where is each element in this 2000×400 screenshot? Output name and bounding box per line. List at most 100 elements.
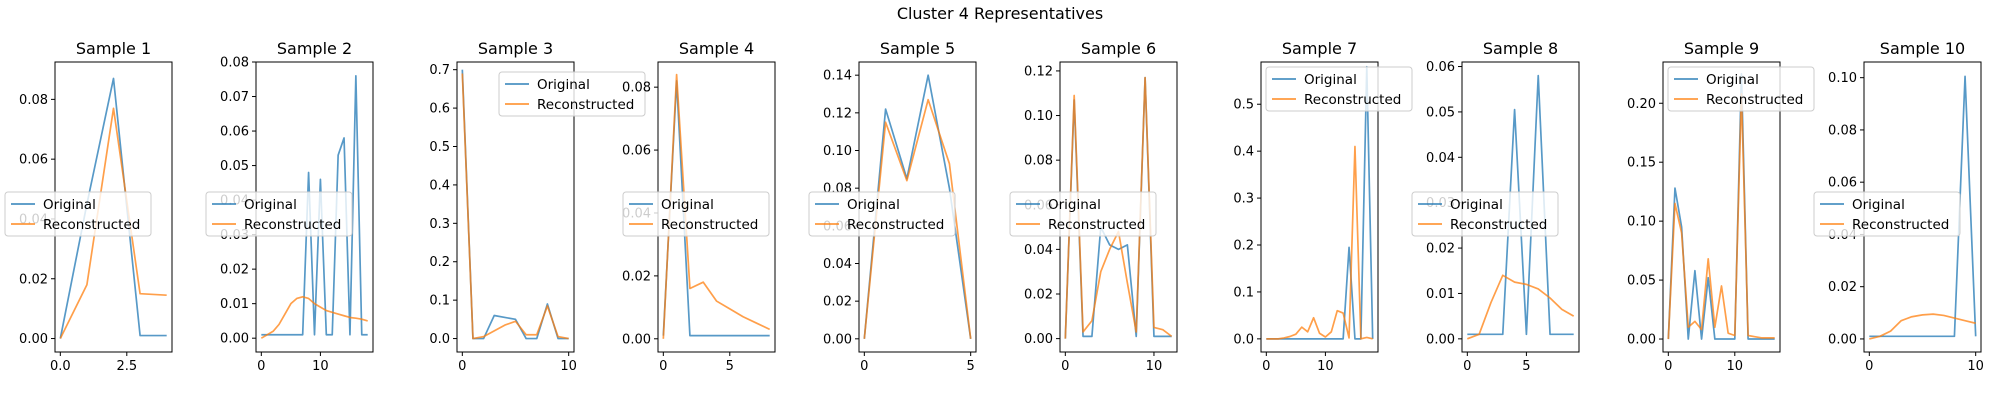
y-tick-label: 0.3: [429, 217, 450, 232]
y-tick-label: 0.1: [1233, 285, 1254, 300]
legend-label: Original: [1852, 197, 1905, 213]
y-tick-label: 0.1: [429, 294, 450, 309]
y-tick-label: 0.08: [1828, 123, 1857, 138]
y-tick-label: 0.0: [1233, 332, 1254, 347]
legend-box: [1667, 66, 1815, 112]
subplot-title: Sample 8: [1483, 39, 1558, 58]
y-tick-label: 0.06: [19, 153, 48, 168]
x-tick-label: 0: [257, 359, 265, 374]
legend: Original Reconstructed: [1265, 66, 1413, 112]
subplot-title: Sample 7: [1282, 39, 1357, 58]
x-tick-label: 5: [967, 359, 975, 374]
subplot-title: Sample 5: [880, 39, 955, 58]
legend-box: [4, 191, 152, 237]
figure-title: Cluster 4 Representatives: [896, 4, 1104, 23]
series-line-original: [1869, 75, 1977, 338]
y-tick-label: 0.06: [622, 144, 651, 159]
y-tick-label: 0.06: [1426, 60, 1455, 75]
y-tick-label: 0.2: [1233, 239, 1254, 254]
y-tick-label: 0.02: [823, 295, 852, 310]
legend-label: Reconstructed: [244, 217, 341, 233]
legend-label: Original: [1706, 72, 1759, 88]
y-tick-label: 0.5: [1233, 98, 1254, 113]
x-tick-label: 10: [312, 359, 329, 374]
y-tick-label: 0.04: [1426, 151, 1455, 166]
x-tick-label: 0: [1262, 359, 1270, 374]
y-tick-label: 0.01: [1426, 287, 1455, 302]
y-tick-label: 0.02: [1426, 242, 1455, 257]
y-tick-label: 0.05: [1426, 105, 1455, 120]
y-tick-label: 0.08: [622, 81, 651, 96]
x-tick-label: 10: [1727, 359, 1744, 374]
y-tick-label: 0.02: [1024, 288, 1053, 303]
subplot-title: Sample 10: [1880, 39, 1965, 58]
subplot-10: Sample 100.000.020.040.060.080.10010Orig…: [1813, 39, 1984, 374]
legend-label: Reconstructed: [1048, 217, 1145, 233]
y-tick-label: 0.2: [429, 255, 450, 270]
y-tick-label: 0.08: [220, 56, 249, 71]
legend-box: [1411, 191, 1559, 237]
y-tick-label: 0.4: [1233, 145, 1254, 160]
y-tick-label: 0.08: [19, 93, 48, 108]
y-tick-label: 0.04: [1024, 243, 1053, 258]
series-line-reconstructed: [1667, 92, 1775, 340]
x-tick-label: 10: [1146, 359, 1163, 374]
subplot-title: Sample 1: [76, 39, 151, 58]
subplot-2: Sample 20.000.010.020.030.040.050.060.07…: [205, 39, 374, 374]
x-tick-label: 2.5: [116, 359, 137, 374]
legend-box: [205, 191, 353, 237]
y-tick-label: 0.15: [1627, 156, 1656, 171]
y-tick-label: 0.05: [220, 159, 249, 174]
y-tick-label: 0.3: [1233, 192, 1254, 207]
y-tick-label: 0.04: [823, 257, 852, 272]
axes-frame: [456, 61, 575, 353]
legend-label: Reconstructed: [43, 217, 140, 233]
axes-frame: [1260, 61, 1379, 353]
subplot-6: Sample 60.000.020.040.060.080.100.12010O…: [1009, 39, 1178, 374]
legend-label: Original: [43, 197, 96, 213]
legend-label: Reconstructed: [847, 217, 944, 233]
legend-label: Original: [537, 77, 590, 93]
series-line-original: [261, 74, 368, 336]
y-tick-label: 0.10: [1024, 109, 1053, 124]
legend-label: Reconstructed: [1706, 92, 1803, 108]
y-tick-label: 0.10: [1828, 71, 1857, 86]
y-tick-label: 0.5: [429, 140, 450, 155]
legend-label: Reconstructed: [1304, 92, 1401, 108]
y-tick-label: 0.07: [220, 90, 249, 105]
series-line-original: [1667, 72, 1775, 340]
series-line-reconstructed: [1266, 145, 1373, 340]
legend: Original Reconstructed: [4, 191, 152, 237]
subplot-title: Sample 2: [277, 39, 352, 58]
x-tick-label: 0.0: [50, 359, 71, 374]
subplot-1: Sample 10.000.020.040.060.080.02.5Origin…: [4, 39, 173, 374]
y-tick-label: 0.08: [1024, 154, 1053, 169]
x-tick-label: 0: [1061, 359, 1069, 374]
y-tick-label: 0.06: [1828, 176, 1857, 191]
series-line-original: [1266, 65, 1374, 340]
legend-label: Reconstructed: [1852, 217, 1949, 233]
series-line-reconstructed: [1467, 274, 1575, 340]
y-tick-label: 0.00: [823, 332, 852, 347]
legend-box: [498, 71, 646, 117]
subplot-title: Sample 4: [679, 39, 754, 58]
legend-label: Reconstructed: [661, 217, 758, 233]
y-tick-label: 0.02: [19, 272, 48, 287]
series-line-reconstructed: [1869, 313, 1976, 340]
subplot-7: Sample 7 0.0 0.1 0.2 0.3 0.4 0.5 0 10 Original Rec…: [1233, 39, 1413, 374]
series-line-reconstructed: [662, 73, 771, 339]
y-tick-label: 0.10: [823, 144, 852, 159]
y-tick-label: 0.01: [220, 297, 249, 312]
y-tick-label: 0.06: [220, 125, 249, 140]
series-line-original: [1064, 76, 1172, 339]
legend: Original Reconstructed: [1813, 191, 1961, 237]
y-tick-label: 0.12: [1024, 64, 1053, 79]
legend: Original Reconstructed: [808, 191, 956, 237]
y-tick-label: 0.20: [1627, 97, 1656, 112]
y-tick-label: 0.4: [429, 178, 450, 193]
legend-box: [1009, 191, 1157, 237]
subplot-4: Sample 40.000.020.040.060.0805OriginalRe…: [622, 39, 776, 374]
series-line-reconstructed: [59, 107, 167, 339]
legend: Original Reconstructed: [205, 191, 353, 237]
subplot-5: Sample 50.000.020.040.060.080.100.120.14…: [808, 39, 977, 374]
